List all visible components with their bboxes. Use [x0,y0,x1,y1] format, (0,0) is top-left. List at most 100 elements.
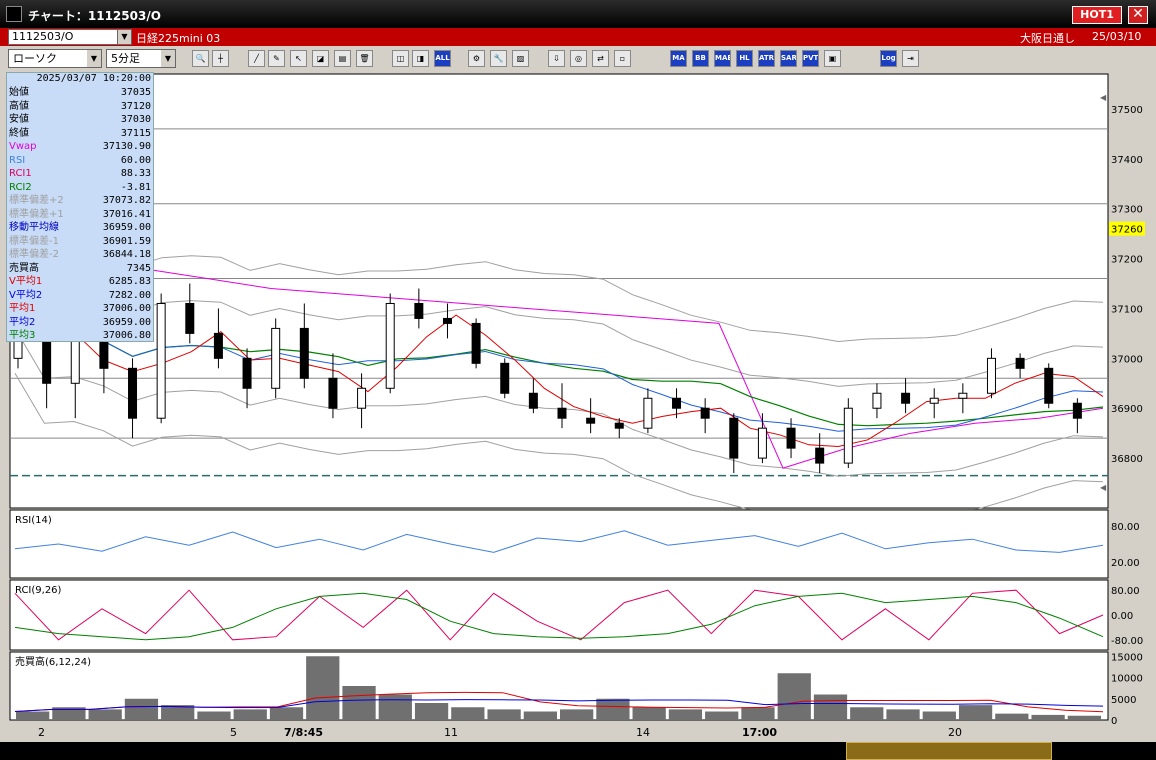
info-value: 88.33 [120,168,151,179]
rci-panel-label: RCI(9,26) [15,585,62,596]
disabled-icon[interactable]: ▫ [614,50,631,67]
log-icon[interactable]: Log [880,50,897,67]
bb-upper-line [14,238,1104,387]
volume-bar [886,709,920,720]
delete-icon[interactable]: 🗑 [356,50,373,67]
info-value: 7282.00 [108,289,151,301]
volume-bar [922,711,956,720]
hot1-button[interactable]: HOT1 [1072,6,1122,24]
info-row: 平均1 37006.00 [7,302,153,316]
zoom-icon[interactable]: 🔍 [192,50,209,67]
info-row: V平均1 6285.83 [7,275,153,289]
info-label: RCI1 [9,168,32,179]
volume-bar [632,707,666,720]
candle-body [901,392,911,404]
price-tick-label: 37500 [1111,105,1143,116]
info-row: 始値 37035 [7,86,153,100]
text-icon[interactable]: ▤ [334,50,351,67]
candle-body [471,322,481,364]
info-row: 売買高 7345 [7,262,153,276]
chart-type-select[interactable]: ローソク ▼ [8,49,102,68]
chart-app-icon [6,6,22,22]
scrollbar-thumb[interactable] [846,742,1052,760]
price-tick-label: 37000 [1111,354,1143,365]
rsi-panel-label: RSI(14) [15,515,52,526]
wrench-icon[interactable]: 🔧 [490,50,507,67]
load-icon[interactable]: ⇩ [548,50,565,67]
interval-select[interactable]: 5分足 ▼ [106,49,176,68]
x-tick-label: 7/8:45 [284,726,324,739]
info-row: 標準偏差+2 37073.82 [7,194,153,208]
price-tick-label: 36800 [1111,454,1143,465]
box-icon[interactable]: ▣ [824,50,841,67]
info-label: 標準偏差+1 [9,208,64,220]
settings-icon[interactable]: ⚙ [468,50,485,67]
candle-body [357,387,367,409]
price-tick-label: 37100 [1111,304,1143,315]
info-row: RSI 60.00 [7,154,153,168]
search-chart-icon[interactable]: ◎ [570,50,587,67]
info-row: RCI1 88.33 [7,167,153,181]
volume-avg2-line [14,699,1104,712]
product-name: 日経225mini 03 [136,32,221,45]
compare-icon[interactable]: ⇄ [592,50,609,67]
candle-body [271,327,281,389]
pvt-icon[interactable]: PVT [802,50,819,67]
chevron-down-icon[interactable]: ▼ [161,50,175,67]
rsi-tick-label: 80.00 [1111,522,1140,533]
candle-body [643,397,653,429]
candle-body [614,422,624,429]
ma-line [14,283,1104,432]
candle-select-icon[interactable]: ◨ [412,50,429,67]
volume-bar [161,705,195,720]
volume-bar [52,707,86,720]
title-bar[interactable]: チャート：1112503/O HOT1 ✕ [0,0,1156,28]
all-icon[interactable]: ALL [434,50,451,67]
volume-tick-label: 10000 [1111,674,1143,685]
x-tick-label: 11 [444,726,458,739]
atr-icon[interactable]: ATR [758,50,775,67]
crosshair-icon[interactable]: ┼ [212,50,229,67]
volume-bar [487,709,521,720]
color-icon[interactable]: ▨ [512,50,529,67]
candle-body [500,362,510,394]
candle-body [385,302,395,389]
bb-icon[interactable]: BB [692,50,709,67]
info-value: 37016.41 [102,208,151,220]
draw-line-icon[interactable]: ╱ [248,50,265,67]
hl-icon[interactable]: HL [736,50,753,67]
cursor-icon[interactable]: ↖ [290,50,307,67]
chevron-down-icon[interactable]: ▼ [87,50,101,67]
volume-bar [560,709,594,720]
vwap-line [14,253,1104,469]
export-icon[interactable]: ⇥ [902,50,919,67]
draw-tool-icon[interactable]: ✎ [268,50,285,67]
info-label: V平均1 [9,276,43,287]
chart-area[interactable]: 37500 37400 37300 37200 37100 37000 36900 36800… [0,72,1156,742]
x-tick-label: 20 [948,726,962,739]
candle-body [757,427,767,459]
info-label: 標準偏差-1 [9,235,59,247]
sar-icon[interactable]: SAR [780,50,797,67]
rsi-line [14,530,1104,553]
info-label: 移動平均線 [9,222,59,233]
chevron-down-icon[interactable]: ▼ [117,30,131,44]
close-icon[interactable]: ✕ [1128,6,1148,24]
candle-body [672,397,682,409]
symbol-select[interactable]: 1112503/O ▼ [8,29,132,45]
candle-body [128,367,138,419]
shape-icon[interactable]: ◪ [312,50,329,67]
info-label: 標準偏差+2 [9,195,64,206]
ma-icon[interactable]: MA [670,50,687,67]
candle-icon[interactable]: ◫ [392,50,409,67]
volume-bar [197,711,231,720]
mae-icon[interactable]: MAE [714,50,731,67]
candle-body [843,407,853,464]
current-price-label: 37260 [1111,225,1143,236]
current-date: 25/03/10 [1092,30,1142,43]
toolbar: ローソク ▼ 5分足 ▼ 🔍 ┼ ╱ ✎ ↖ ◪ ▤ 🗑 ◫ ◨ ALL ⚙ 🔧 ▨ ⇩ ◎ ⇄ ▫ MA BB MAE… [0,46,1156,72]
volume-bar [523,711,557,720]
info-row: 平均3 37006.80 [7,329,153,343]
candle-body [1015,357,1025,369]
